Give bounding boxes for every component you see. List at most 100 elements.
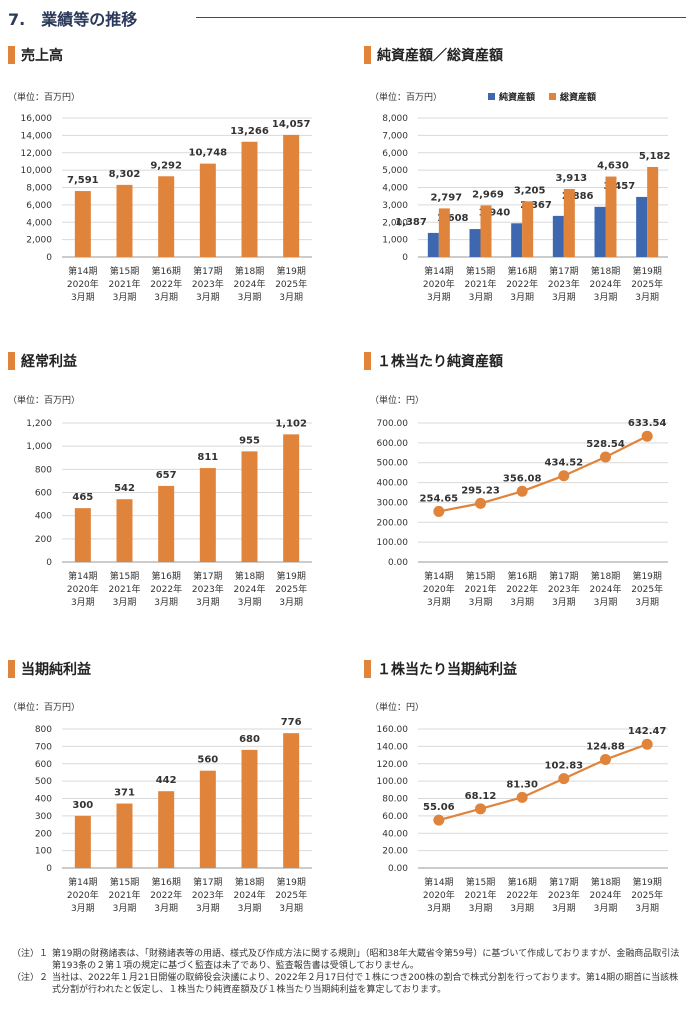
x-tick-label: 第15期 — [466, 570, 495, 582]
data-label: 2,886 — [562, 191, 594, 202]
x-tick-label: 2021年 — [465, 278, 497, 290]
heading-accent-bar — [364, 352, 371, 370]
data-label: 811 — [197, 452, 218, 463]
x-tick-label: 第16期 — [151, 265, 180, 277]
y-tick-label: 800 — [35, 725, 52, 735]
data-label: 2,969 — [472, 189, 504, 200]
y-tick-label: 400 — [35, 512, 52, 522]
x-tick-label: 2023年 — [192, 889, 224, 901]
x-tick-label: 3月期 — [196, 903, 220, 914]
panel-title: １株当たり当期純利益 — [377, 662, 517, 678]
chart-bps: 0.00 100.00 200.00 300.00 400.00 500.00 600.00… — [377, 418, 668, 608]
x-tick-label: 2021年 — [109, 583, 141, 595]
x-tick-label: 3月期 — [594, 292, 618, 303]
bar-net-assets — [427, 232, 439, 257]
data-label: 465 — [72, 492, 93, 503]
y-tick-label: 12,000 — [21, 149, 53, 159]
x-tick-label: 第17期 — [193, 570, 222, 582]
y-tick-label: 120.00 — [377, 760, 409, 770]
y-tick-label: 200.00 — [377, 518, 409, 528]
y-tick-label: 8,000 — [26, 184, 52, 194]
y-tick-label: 600 — [35, 760, 52, 770]
x-tick-label: 3月期 — [154, 597, 178, 608]
bar — [74, 508, 91, 562]
bar — [116, 803, 133, 868]
bar-total-assets — [522, 201, 534, 257]
y-tick-label: 8,000 — [382, 114, 408, 124]
x-tick-label: 2024年 — [234, 583, 266, 595]
bar-net-assets — [469, 229, 481, 257]
y-tick-label: 10,000 — [21, 166, 53, 176]
x-tick-label: 3月期 — [113, 597, 137, 608]
data-point — [641, 430, 653, 442]
x-tick-label: 2024年 — [590, 583, 622, 595]
x-tick-label: 第19期 — [276, 265, 305, 277]
x-tick-label: 2023年 — [192, 583, 224, 595]
page-title: 7. 業績等の推移 — [8, 10, 138, 29]
y-tick-label: 100.00 — [377, 777, 409, 787]
y-tick-label: 100 — [35, 847, 52, 857]
x-tick-label: 2023年 — [548, 583, 580, 595]
y-tick-label: 3,000 — [382, 201, 408, 211]
data-label: 1,102 — [275, 418, 307, 429]
x-tick-label: 3月期 — [71, 597, 95, 608]
y-tick-label: 300.00 — [377, 498, 409, 508]
y-tick-label: 800 — [35, 465, 52, 475]
x-tick-label: 第19期 — [276, 570, 305, 582]
x-tick-label: 3月期 — [635, 292, 659, 303]
footnote-label: （注）１ — [12, 949, 49, 959]
y-tick-label: 0 — [46, 253, 52, 263]
x-tick-label: 2024年 — [590, 278, 622, 290]
data-label: 4,630 — [597, 161, 629, 172]
x-tick-label: 第16期 — [507, 876, 536, 888]
data-label: 371 — [114, 788, 135, 799]
data-label: 124.88 — [586, 742, 625, 753]
bar — [199, 468, 216, 562]
heading-accent-bar — [8, 46, 15, 64]
x-tick-label: 第14期 — [424, 570, 453, 582]
unit-label: （単位：百万円） — [8, 703, 81, 713]
bar-net-assets — [511, 223, 523, 257]
bar-net-assets — [594, 206, 606, 257]
data-label: 10,748 — [189, 148, 228, 159]
data-label: 1,608 — [437, 213, 469, 224]
data-point — [475, 497, 486, 509]
footnote-text: 当社は、2022年１月21日開催の取締役会決議により、2022年２月17日付で１… — [52, 973, 679, 995]
data-label: 2,797 — [431, 192, 463, 203]
y-tick-label: 1,200 — [26, 419, 52, 429]
x-tick-label: 2025年 — [275, 278, 307, 290]
footnote-label: （注）２ — [12, 973, 49, 983]
legend-swatch-blue — [488, 93, 495, 100]
x-tick-label: 第18期 — [591, 876, 620, 888]
unit-label: （単位：百万円） — [8, 396, 81, 406]
panel-title: 経常利益 — [21, 354, 77, 370]
x-tick-label: 第14期 — [68, 265, 97, 277]
panel-title: 売上高 — [21, 48, 63, 64]
x-tick-label: 第18期 — [591, 265, 620, 277]
x-tick-label: 3月期 — [469, 292, 493, 303]
x-tick-label: 2023年 — [548, 889, 580, 901]
series-line — [438, 743, 648, 822]
y-tick-label: 600 — [35, 489, 52, 499]
bar — [199, 770, 216, 868]
y-tick-label: 400.00 — [377, 479, 409, 489]
y-tick-label: 100.00 — [377, 538, 409, 548]
y-tick-label: 2,000 — [382, 218, 408, 228]
y-tick-label: 1,000 — [26, 442, 52, 452]
chart-sales: 0 2,000 4,000 6,000 8,000 10,000 12,000 14,000 1… — [21, 114, 312, 303]
data-label: 2,367 — [520, 200, 552, 211]
data-label: 528.54 — [586, 439, 625, 450]
bar-net-assets — [552, 215, 564, 257]
legend-item: 総資産額 — [549, 90, 596, 103]
data-point — [558, 470, 570, 482]
x-tick-label: 第16期 — [151, 876, 180, 888]
data-label: 3,205 — [514, 185, 546, 196]
y-tick-label: 700.00 — [377, 419, 409, 429]
data-label: 1,387 — [395, 217, 427, 228]
panel-heading: １株当たり純資産額 — [364, 352, 503, 370]
x-tick-label: 2022年 — [150, 583, 182, 595]
data-point — [433, 505, 445, 517]
bar — [158, 791, 175, 868]
x-tick-label: 第14期 — [68, 876, 97, 888]
footnote: （注）１ 第19期の財務諸表は、「財務諸表等の用語、様式及び作成方法に関する規則… — [12, 948, 684, 972]
